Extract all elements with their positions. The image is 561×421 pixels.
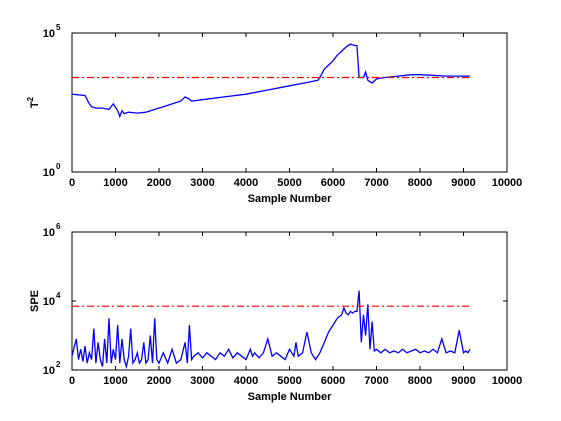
- x-tick-label: 8000: [408, 375, 432, 387]
- y-tick-label-base: 10: [43, 365, 55, 377]
- y-tick-label-base: 10: [43, 167, 55, 179]
- y-axis-label: T2: [26, 96, 41, 108]
- y-tick-label-base: 10: [43, 296, 55, 308]
- x-tick-label: 9000: [451, 375, 475, 387]
- y-tick-label-exponent: 2: [56, 360, 61, 369]
- x-tick-label: 2000: [147, 375, 171, 387]
- x-tick-label: 3000: [190, 177, 214, 189]
- y-tick-label-exponent: 5: [56, 23, 61, 32]
- y-tick-label: 10: [43, 227, 55, 239]
- spe-chart: 0 1000 2000 3000 4000 5000 6000 7000 8000 9000 100…: [29, 222, 522, 403]
- x-tick-label: 6000: [321, 177, 345, 189]
- y-axis-label-text: T: [29, 101, 41, 108]
- y-tick-label: 10: [43, 365, 55, 377]
- x-tick-label: 6000: [321, 375, 345, 387]
- x-tick-label: 0: [69, 375, 75, 387]
- y-tick-label: 10: [43, 296, 55, 308]
- x-tick-label: 10000: [492, 375, 523, 387]
- x-tick-label: 1000: [103, 177, 127, 189]
- y-tick-label: 10: [43, 167, 55, 179]
- x-tick-label: 1000: [103, 375, 127, 387]
- y-tick-label-exponent: 6: [56, 222, 61, 231]
- y-tick-label-exponent: 4: [56, 291, 61, 300]
- x-tick-label: 10000: [492, 177, 523, 189]
- x-tick-label: 4000: [234, 375, 258, 387]
- y-tick-label-base: 10: [43, 227, 55, 239]
- t2-chart: 0 1000 2000 3000 4000 5000 6000 7000 8000 9000 100…: [26, 23, 522, 205]
- x-tick-label: 0: [69, 177, 75, 189]
- y-axis-label: SPE: [29, 290, 41, 312]
- statistic-line: [71, 290, 471, 370]
- y-tick-label: 10: [43, 28, 55, 40]
- x-tick-label: 5000: [277, 177, 301, 189]
- x-tick-label: 9000: [451, 177, 475, 189]
- y-tick-label-exponent: 0: [56, 162, 61, 171]
- x-tick-label: 2000: [147, 177, 171, 189]
- y-axis-label-text: SPE: [29, 290, 41, 312]
- x-axis-label: Sample Number: [248, 391, 332, 403]
- x-tick-label: 5000: [277, 375, 301, 387]
- x-tick-label: 3000: [190, 375, 214, 387]
- y-tick-label-base: 10: [43, 28, 55, 40]
- y-axis-label-superscript: 2: [26, 96, 35, 101]
- axes-box: [71, 32, 508, 173]
- x-tick-label: 8000: [408, 177, 432, 189]
- x-tick-label: 7000: [364, 177, 388, 189]
- x-axis-label: Sample Number: [248, 193, 332, 205]
- x-tick-label: 7000: [364, 375, 388, 387]
- statistic-line: [71, 43, 470, 119]
- x-tick-label: 4000: [234, 177, 258, 189]
